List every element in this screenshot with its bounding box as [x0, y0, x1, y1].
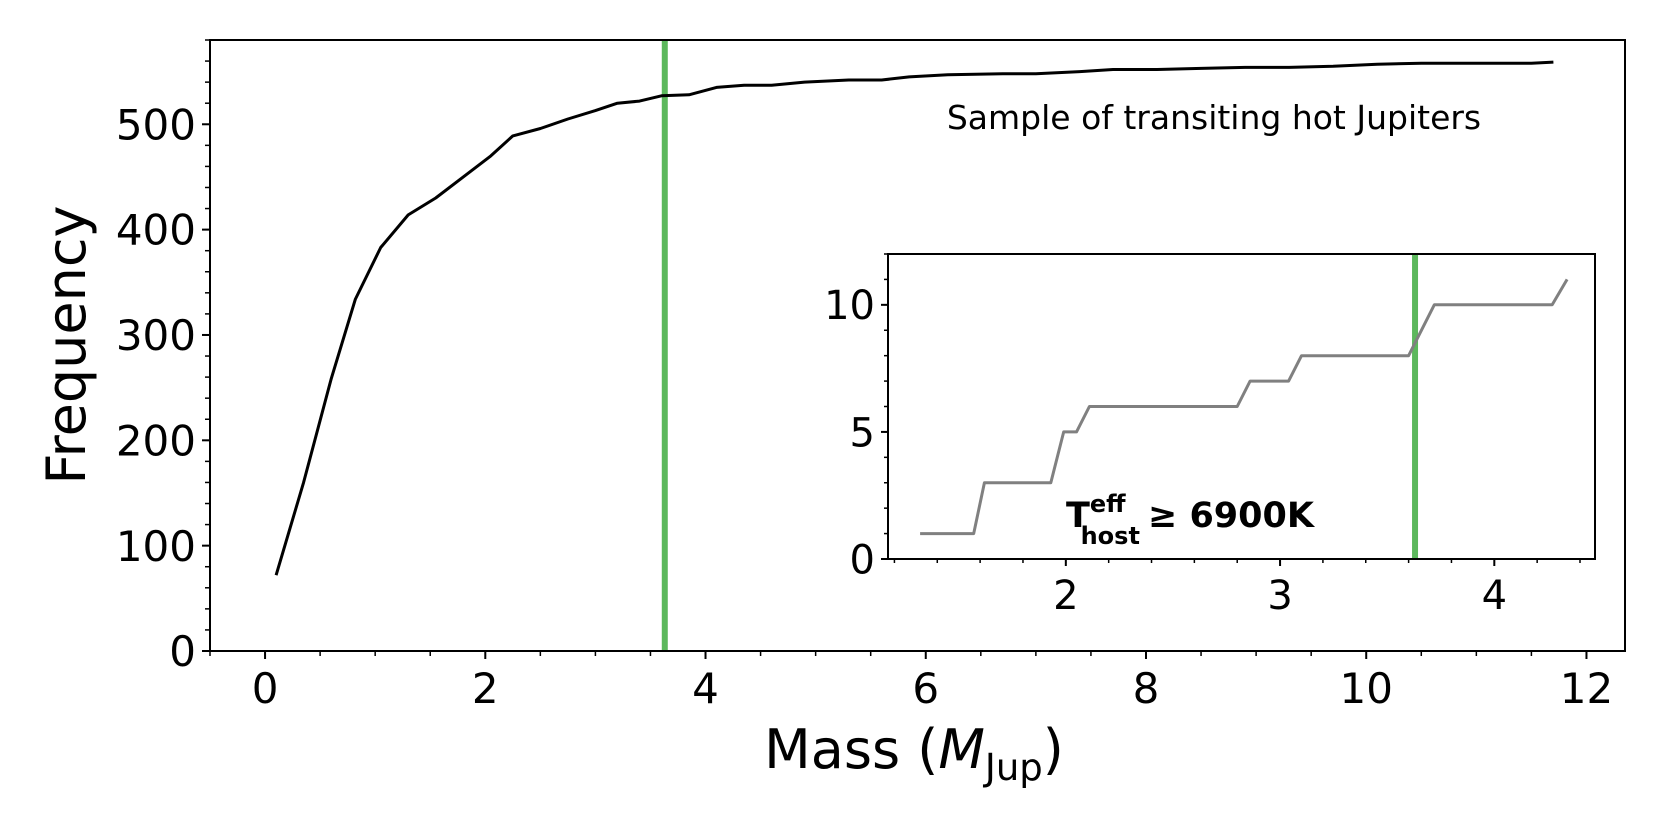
main-ytick-label: 300 [116, 311, 196, 360]
inset-xtick-label: 4 [1482, 573, 1507, 619]
inset-ytick-label: 10 [824, 283, 875, 329]
x-axis-label-symbol: M [938, 718, 985, 781]
inset-annotation-sup: eff [1090, 490, 1126, 518]
inset-major-ticks [881, 303, 1496, 566]
inset-xtick-label: 3 [1267, 573, 1292, 619]
main-ytick-label: 0 [169, 627, 196, 676]
main-xtick-label: 10 [1339, 664, 1392, 713]
x-axis-label: Mass (MJup) [764, 718, 1064, 789]
inset-annotation: Teff host ≥ 6900K [1066, 490, 1316, 550]
main-series-line [274, 60, 1554, 576]
inset-annotation-T: T [1066, 496, 1090, 536]
x-axis-label-suffix: ) [1043, 718, 1064, 781]
main-xtick-label: 12 [1560, 664, 1613, 713]
inset-xtick-label: 2 [1053, 573, 1078, 619]
main-xtick-label: 4 [692, 664, 719, 713]
main-major-ticks [202, 123, 1588, 659]
inset-annotation-sub: host [1081, 522, 1140, 550]
main-ytick-label: 400 [116, 206, 196, 255]
main-ytick-label: 200 [116, 416, 196, 465]
main-axes-frame [209, 39, 1626, 652]
main-xtick-label: 6 [912, 664, 939, 713]
main-xtick-label: 2 [472, 664, 499, 713]
main-annotation: Sample of transiting hot Jupiters [947, 98, 1481, 137]
main-xtick-label: 0 [252, 664, 279, 713]
x-axis-label-subscript: Jup [983, 746, 1043, 789]
inset-annotation-rest: ≥ 6900K [1148, 496, 1316, 536]
inset-ytick-label: 5 [850, 410, 875, 456]
main-ytick-label: 100 [116, 522, 196, 571]
x-axis-label-prefix: Mass ( [764, 718, 938, 781]
y-axis-label: Frequency [35, 206, 98, 485]
inset-plot: 2 3 4 0 5 10 Teff host ≥ 6900K [824, 253, 1596, 619]
inset-tick-labels: 2 3 4 0 5 10 [824, 283, 1507, 619]
main-xtick-label: 8 [1133, 664, 1160, 713]
main-ytick-label: 500 [116, 100, 196, 149]
inset-ytick-label: 0 [850, 537, 875, 583]
inset-axes-frame [887, 253, 1596, 560]
inset-series-line [920, 278, 1569, 536]
